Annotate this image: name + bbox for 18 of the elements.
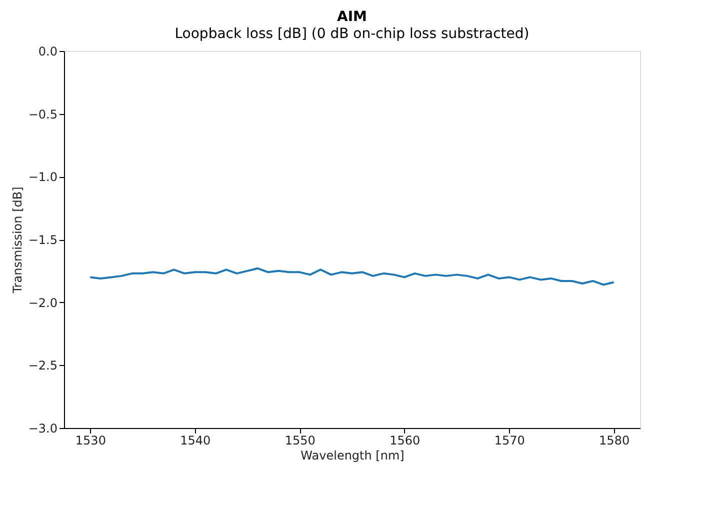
y-tick-label: −2.5 [28, 358, 58, 373]
y-axis-title: Transmission [dB] [10, 186, 24, 294]
x-tick-label: 1550 [284, 434, 316, 448]
y-tick-label: −2.0 [28, 296, 58, 310]
line-series [89, 267, 615, 286]
x-tick-label: 1540 [180, 434, 211, 448]
x-tick-label: 1560 [390, 434, 420, 448]
chart-subtitle: Loopback loss [dB] (0 dB on-chip loss substracted) [174, 26, 530, 42]
y-tick-label: 0.0 [38, 44, 58, 58]
y-tick-label: −1.5 [28, 233, 58, 247]
x-tick-label: 1530 [75, 434, 106, 448]
y-tick-label: −1.0 [28, 170, 58, 184]
y-tick-label: −3.0 [28, 422, 58, 436]
x-tick-label: 1570 [494, 434, 525, 448]
x-axis-title: Wavelength [nm] [300, 448, 404, 462]
chart-title: AIM [337, 9, 367, 25]
x-tick-label: 1580 [599, 434, 630, 448]
y-tick-label: −0.5 [28, 107, 58, 122]
